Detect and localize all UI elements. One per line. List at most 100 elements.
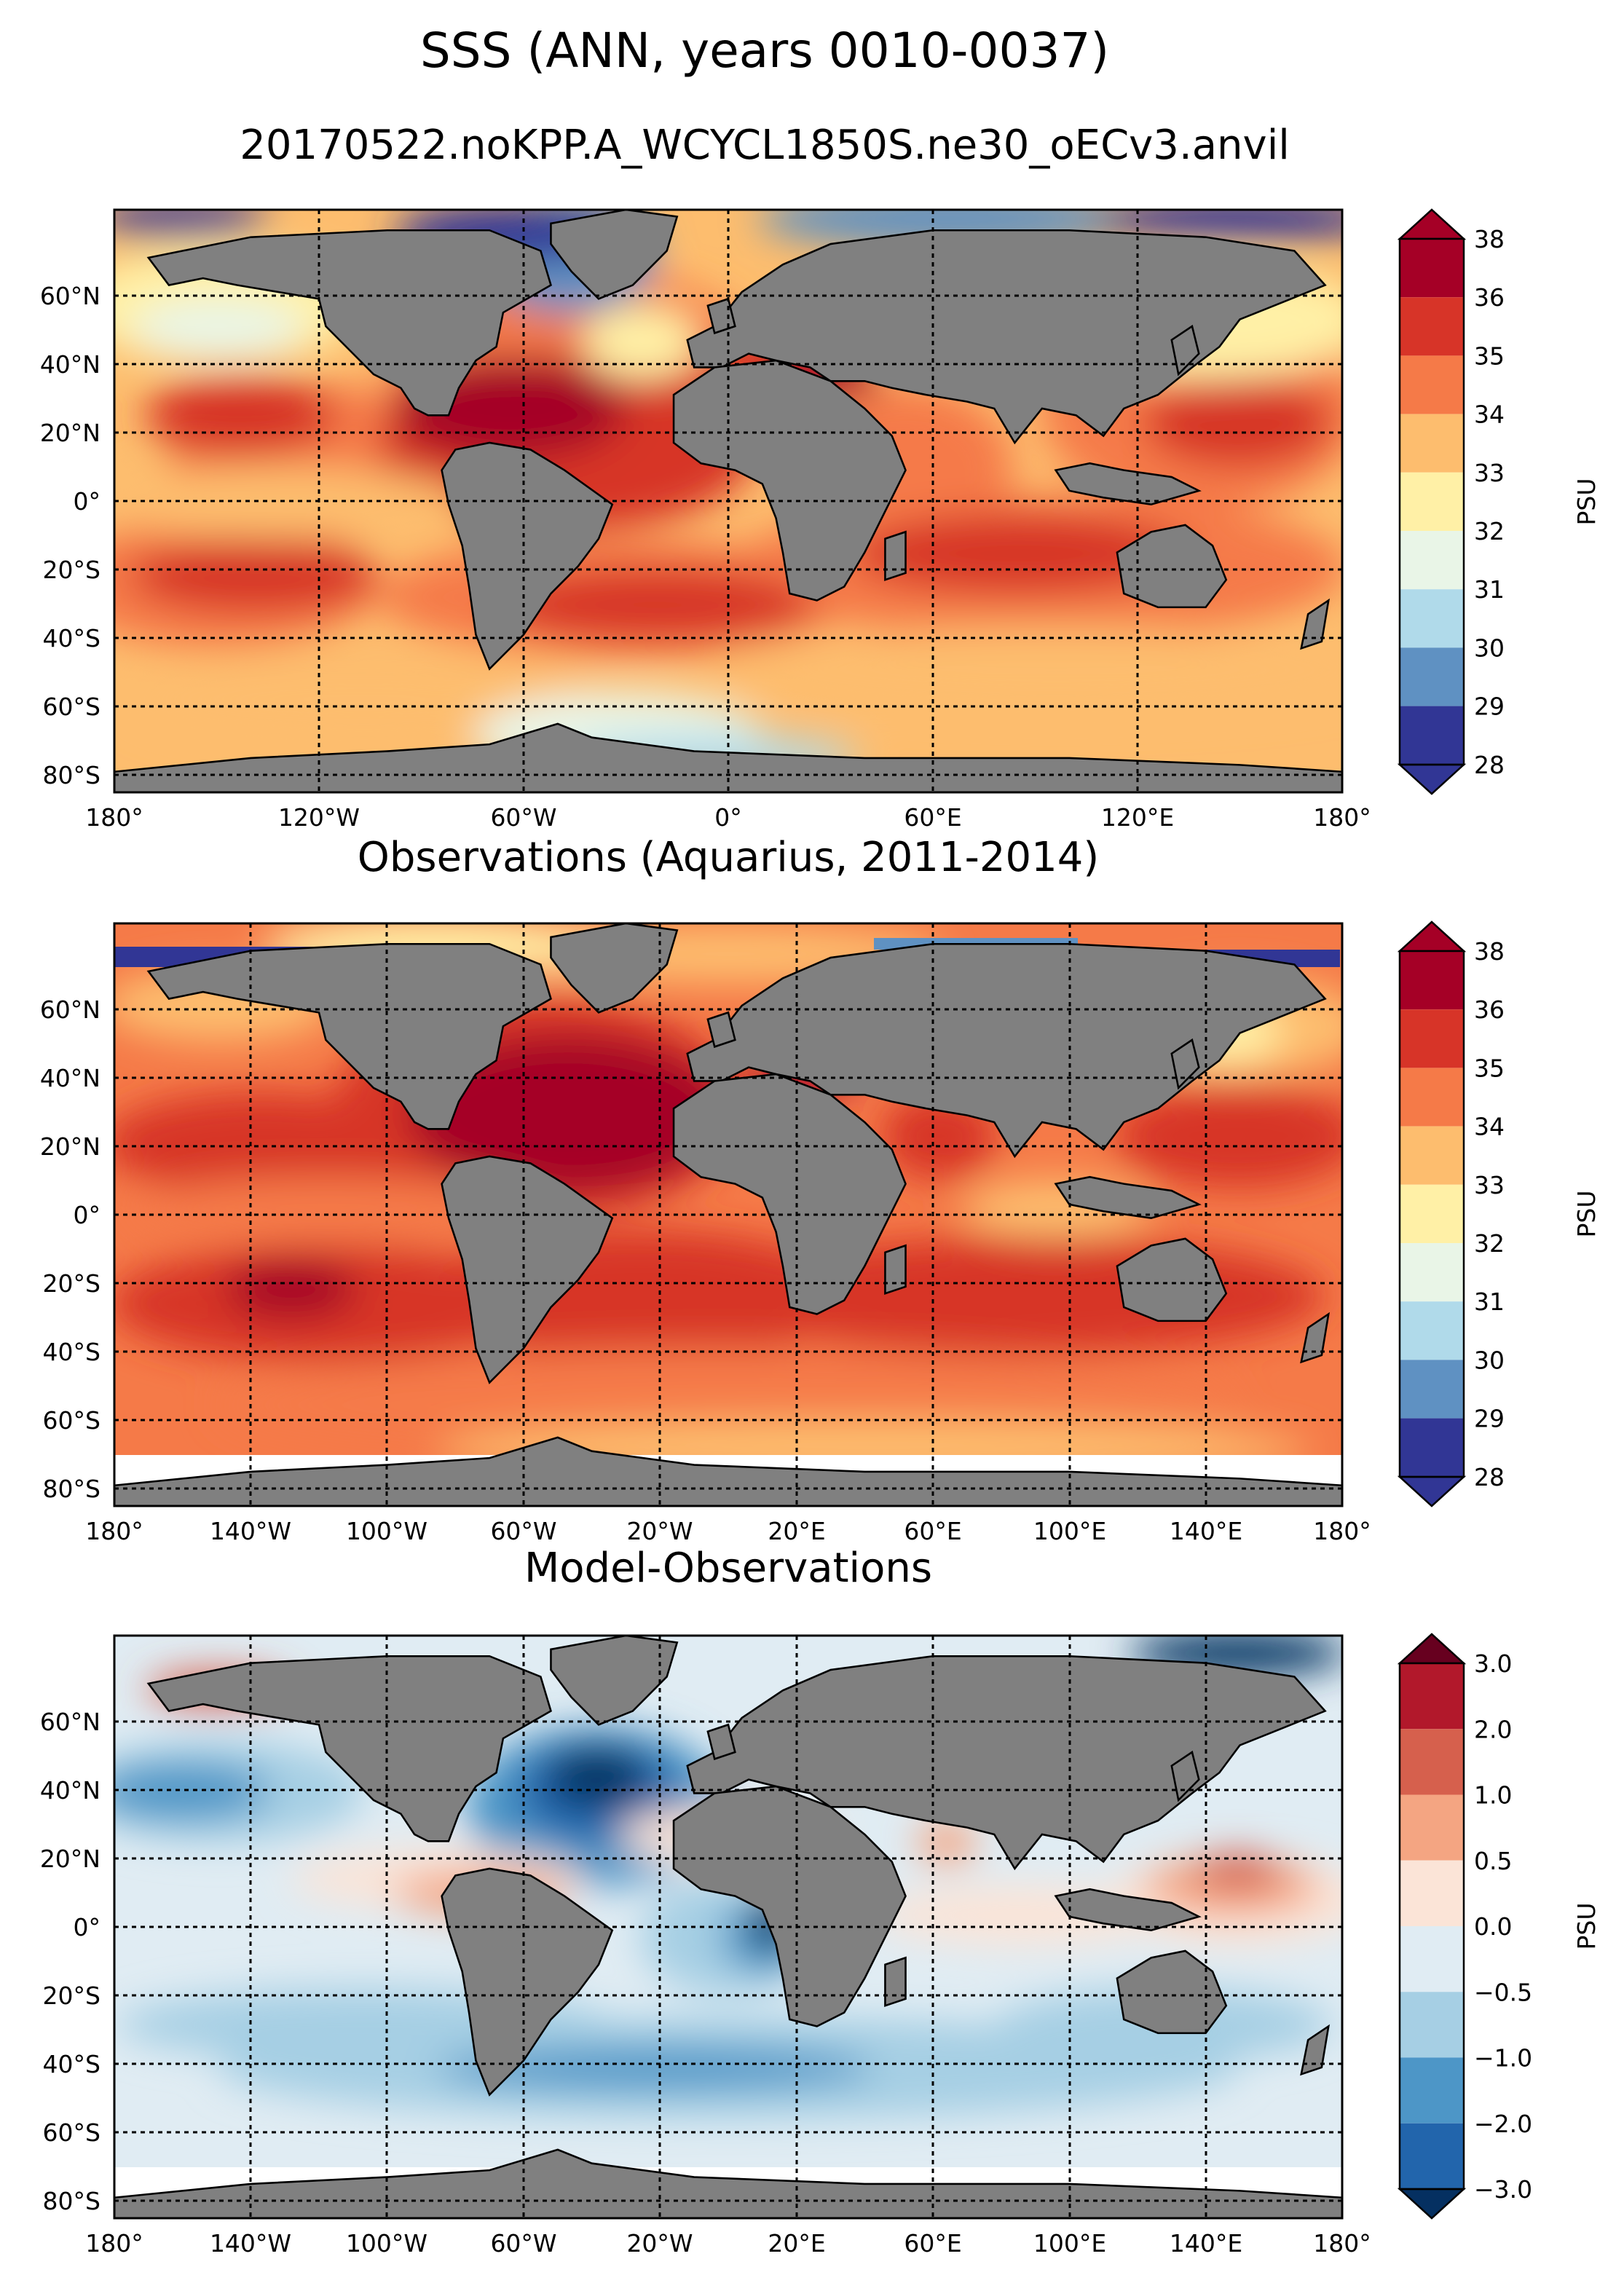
y-tick-label: 60°N: [40, 1708, 100, 1736]
x-tick-label: 180°: [1313, 2229, 1371, 2258]
colorbar-tick-label: −1.0: [1474, 2044, 1532, 2073]
y-tick-label: 20°S: [43, 1982, 100, 2010]
colorbar-level: [1400, 297, 1464, 356]
x-tick-labels: 180° 140°W 100°W 60°W 20°W 20°E 60°E 100…: [85, 2229, 1371, 2258]
colorbar-level: [1400, 1729, 1464, 1795]
figure-subtitle: 20170522.noKPP.A_WCYCL1850S.ne30_oECv3.a…: [240, 122, 1290, 169]
y-tick-labels: 60°N 40°N 20°N 0° 20°S 40°S 60°S 80°S: [40, 995, 100, 1503]
figure-title: SSS (ANN, years 0010-0037): [420, 23, 1109, 79]
colorbar-level: [1400, 1301, 1464, 1360]
colorbar: 28 29 30 31 32 33 34 35 36 38 PSU: [1397, 208, 1601, 795]
colorbar-level: [1400, 706, 1464, 765]
x-tick-label: 20°W: [626, 2229, 693, 2258]
panel-model: 60°N 40°N 20°N 0° 20°S 40°S 60°S 80°S 18…: [40, 208, 1601, 832]
colorbar-tick-label: 3.0: [1474, 1649, 1512, 1678]
colorbar-level: [1400, 1068, 1464, 1127]
graticule: [114, 1636, 1342, 2218]
colorbar-tick-label: 30: [1474, 1346, 1505, 1374]
colorbar-level: [1400, 647, 1464, 706]
colorbar-level: [1400, 2123, 1464, 2189]
colorbar-level: [1400, 239, 1464, 298]
colorbar-level: [1400, 1860, 1464, 1926]
colorbar-tick-label: 31: [1474, 575, 1505, 604]
colorbar-level: [1400, 531, 1464, 590]
colorbar-frame: [1398, 950, 1465, 1478]
colorbar-label: PSU: [1572, 478, 1601, 525]
colorbar-tick-label: 36: [1474, 995, 1505, 1024]
colorbar-tick-label: 35: [1474, 342, 1505, 370]
colorbar-tick-label: 31: [1474, 1288, 1505, 1316]
x-tick-label: 20°E: [768, 1517, 825, 1545]
colorbar-level: [1400, 1009, 1464, 1068]
colorbar-frame: [1398, 1662, 1465, 2191]
colorbar-frame: [1398, 237, 1465, 766]
y-tick-labels: 60°N 40°N 20°N 0° 20°S 40°S 60°S 80°S: [40, 1708, 100, 2215]
y-tick-label: 40°N: [40, 1064, 100, 1092]
colorbar-tick-label: 2.0: [1474, 1715, 1512, 1743]
y-tick-label: 80°S: [43, 761, 100, 789]
y-tick-label: 20°N: [40, 419, 100, 447]
map-frame: [113, 208, 1344, 794]
x-tick-label: 60°W: [490, 1517, 556, 1545]
y-tick-labels: 60°N 40°N 20°N 0° 20°S 40°S 60°S 80°S: [40, 282, 100, 789]
colorbar-tick-label: 30: [1474, 634, 1505, 662]
y-tick-label: 80°S: [43, 1475, 100, 1503]
x-tick-label: 0°: [714, 803, 742, 832]
x-tick-label: 100°E: [1033, 2229, 1106, 2258]
panel-title: Observations (Aquarius, 2011-2014): [358, 834, 1099, 881]
colorbar-tick-label: 34: [1474, 401, 1505, 429]
x-tick-label: 140°W: [210, 2229, 291, 2258]
colorbar-extend-min: [1397, 1475, 1467, 1507]
x-tick-label: 180°: [85, 803, 143, 832]
colorbar-label: PSU: [1572, 1902, 1601, 1949]
colorbar-extend-min: [1397, 2188, 1467, 2220]
colorbar-level: [1400, 1243, 1464, 1302]
colorbar-level: [1400, 951, 1464, 1010]
y-tick-label: 60°N: [40, 995, 100, 1024]
x-tick-label: 180°: [1313, 1517, 1371, 1545]
colorbar-extend-max: [1397, 1633, 1467, 1665]
colorbar-tick-label: 29: [1474, 693, 1505, 721]
x-tick-label: 60°W: [490, 803, 556, 832]
x-tick-label: 60°E: [904, 803, 961, 832]
y-tick-label: 20°S: [43, 556, 100, 584]
x-tick-label: 180°: [1313, 803, 1371, 832]
map-frame: [113, 1634, 1344, 2220]
x-tick-label: 100°W: [346, 2229, 427, 2258]
panel-title-difference: Model-Observations: [524, 1545, 932, 1592]
x-tick-label: 60°E: [904, 1517, 961, 1545]
y-tick-label: 40°S: [43, 1338, 100, 1366]
colorbar-level: [1400, 355, 1464, 414]
y-tick-label: 60°S: [43, 2118, 100, 2147]
x-tick-label: 140°W: [210, 1517, 291, 1545]
colorbar-tick-labels: 28 29 30 31 32 33 34 35 36 38: [1474, 937, 1505, 1491]
x-tick-label: 140°E: [1170, 2229, 1242, 2258]
graticule: [114, 210, 1342, 792]
colorbar-tick-labels: 28 29 30 31 32 33 34 35 36 38: [1474, 225, 1505, 779]
colorbar-extend-min: [1397, 763, 1467, 795]
y-tick-label: 40°N: [40, 350, 100, 379]
y-tick-label: 40°N: [40, 1776, 100, 1805]
x-tick-label: 120°W: [278, 803, 360, 832]
panel-difference: 60°N 40°N 20°N 0° 20°S 40°S 60°S 80°S 18…: [40, 1633, 1601, 2258]
colorbar-tick-label: −3.0: [1474, 2175, 1532, 2204]
colorbar-level: [1400, 414, 1464, 473]
colorbar-tick-label: 32: [1474, 517, 1505, 545]
colorbar-level: [1400, 1184, 1464, 1243]
colorbar-level: [1400, 1663, 1464, 1730]
colorbar-tick-label: 35: [1474, 1054, 1505, 1082]
colorbar-tick-label: −2.0: [1474, 2110, 1532, 2138]
colorbar-tick-label: 33: [1474, 1171, 1505, 1199]
colorbar-level: [1400, 1794, 1464, 1861]
x-tick-label: 100°W: [346, 1517, 427, 1545]
x-tick-label: 140°E: [1170, 1517, 1242, 1545]
x-tick-label: 20°E: [768, 2229, 825, 2258]
colorbar-tick-label: 0.5: [1474, 1847, 1512, 1875]
x-tick-label: 60°E: [904, 2229, 961, 2258]
colorbar-level: [1400, 1360, 1464, 1419]
y-tick-label: 60°N: [40, 282, 100, 310]
colorbar-extend-max: [1397, 920, 1467, 953]
x-tick-label: 20°W: [626, 1517, 693, 1545]
colorbar-tick-label: 28: [1474, 1463, 1505, 1491]
x-tick-label: 180°: [85, 1517, 143, 1545]
